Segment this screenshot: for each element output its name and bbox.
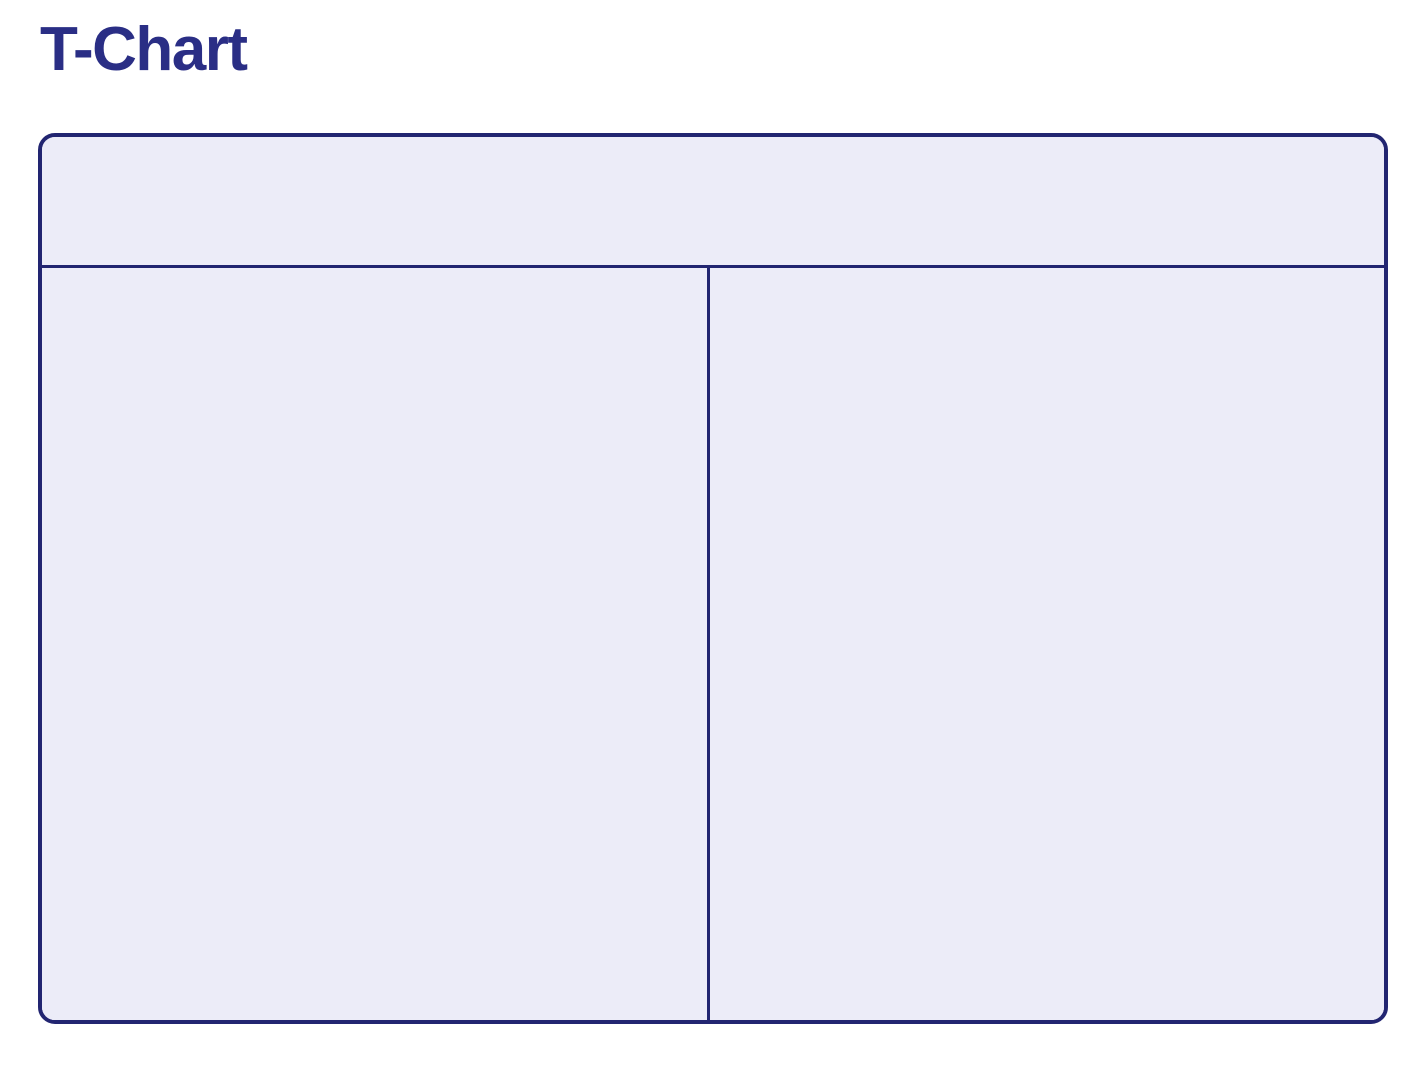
page-title: T-Chart [40,15,248,84]
tchart-body [42,268,1384,1020]
tchart-column-left[interactable] [42,268,710,1020]
tchart-header-band[interactable] [42,137,1384,268]
tchart-card [38,133,1388,1024]
tchart-column-right[interactable] [710,268,1384,1020]
